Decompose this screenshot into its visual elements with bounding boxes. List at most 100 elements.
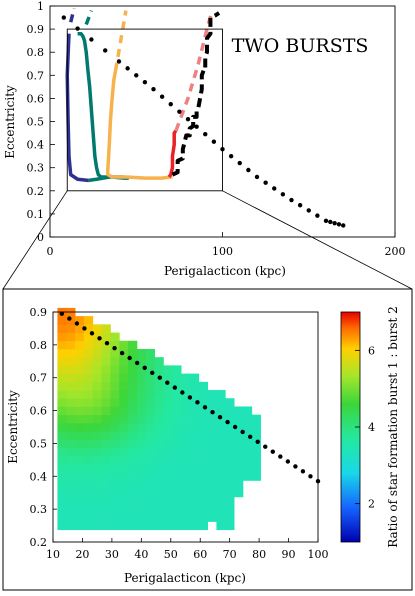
- heatmap-cell: [57, 324, 67, 333]
- heatmap-cell: [181, 521, 191, 531]
- heatmap-cell: [251, 472, 261, 481]
- heatmap-cell: [119, 439, 129, 448]
- heatmap-cell: [57, 390, 67, 399]
- heatmap-cell: [101, 488, 111, 498]
- heatmap-cell: [234, 414, 244, 424]
- top-xtick-label: 0: [47, 245, 54, 258]
- heatmap-cell: [136, 447, 147, 457]
- top-xtick-label: 100: [212, 245, 233, 258]
- heatmap-cell: [189, 455, 200, 465]
- heatmap-cell: [83, 365, 94, 375]
- top-ytick-label: 0.6: [27, 92, 45, 105]
- top-dotted-line-point: [332, 220, 337, 226]
- heatmap-cell: [92, 406, 102, 416]
- heatmap-cell: [136, 348, 147, 358]
- heatmap-cell: [75, 422, 85, 432]
- heatmap-cell: [101, 431, 111, 440]
- heatmap-cell: [198, 521, 208, 531]
- heatmap-cell: [216, 496, 226, 506]
- heatmap-cell: [66, 324, 76, 333]
- heatmap-cell: [128, 521, 138, 531]
- heatmap-cell: [128, 439, 138, 448]
- bottom-dotted-line-point: [285, 459, 291, 464]
- heatmap-cell: [145, 431, 155, 440]
- top-series-line: [106, 70, 173, 180]
- heatmap-cell: [136, 357, 147, 366]
- heatmap-cell: [234, 488, 244, 498]
- top-chart: 0 100 200 0 0.1 0.2 0.3 0.4 0.5 0.6 0.7 0.8 0.9 1 TWO…: [3, 0, 406, 278]
- heatmap-cell: [189, 447, 200, 457]
- top-title: TWO BURSTS: [232, 35, 369, 57]
- top-dotted-line-point: [280, 192, 286, 197]
- heatmap-cell: [181, 381, 191, 391]
- top-dotted-line-point: [272, 186, 277, 191]
- top-dotted-line-point: [211, 139, 217, 144]
- heatmap-cell: [92, 521, 102, 531]
- heatmap-cell: [172, 431, 182, 440]
- heatmap-cell: [163, 373, 173, 383]
- heatmap-cell: [92, 513, 102, 522]
- heatmap-cell: [119, 521, 129, 531]
- heatmap-cell: [136, 390, 147, 399]
- heatmap-cell: [110, 447, 120, 457]
- heatmap-cell: [242, 463, 253, 473]
- heatmap-cell: [119, 513, 129, 522]
- heatmap-cell: [92, 348, 102, 358]
- heatmap-cell: [172, 513, 182, 522]
- heatmap-cell: [145, 357, 155, 366]
- heatmap-cell: [154, 422, 164, 432]
- heatmap-cell: [66, 447, 76, 457]
- heatmap-cell: [189, 505, 200, 514]
- colorbar-label: Ratio of star formation burst 1 : burst …: [386, 306, 400, 548]
- heatmap-cell: [154, 480, 164, 490]
- heatmap-cell: [251, 422, 261, 432]
- top-series-line: [113, 10, 128, 71]
- top-series-line: [167, 129, 178, 178]
- heatmap-cell: [163, 463, 173, 473]
- heatmap-cell: [83, 340, 94, 350]
- heatmap-cell: [92, 455, 102, 465]
- bottom-xtick-label: 90: [282, 548, 296, 561]
- heatmap-cell: [57, 447, 67, 457]
- heatmap-cell: [66, 340, 76, 350]
- heatmap-cell: [110, 480, 120, 490]
- heatmap-cell: [145, 398, 155, 407]
- heatmap-cell: [92, 414, 102, 424]
- heatmap-cell: [154, 472, 164, 481]
- heatmap-cell: [128, 406, 138, 416]
- bottom-dotted-line-point: [119, 350, 125, 356]
- top-dotted-line-point: [323, 218, 329, 224]
- heatmap-cell: [110, 472, 120, 481]
- heatmap-cell: [75, 488, 85, 498]
- heatmap-cell: [92, 505, 102, 514]
- heatmap-cell: [163, 513, 173, 522]
- heatmap-cell: [119, 365, 129, 375]
- heatmap-cell: [172, 488, 182, 498]
- heatmap-cell: [181, 390, 191, 399]
- heatmap-cell: [110, 348, 120, 358]
- bottom-dotted-line-point: [142, 365, 147, 371]
- heatmap-cell: [198, 414, 208, 424]
- heatmap-cell: [154, 488, 164, 498]
- zoom-connector-right: [222, 190, 413, 290]
- heatmap-cell: [145, 513, 155, 522]
- top-ytick-label: 0.8: [27, 46, 45, 59]
- top-ytick-label: 0.5: [27, 116, 45, 129]
- heatmap-cell: [181, 472, 191, 481]
- bottom-ytick-label: 0.7: [30, 372, 48, 385]
- heatmap-cell: [163, 472, 173, 481]
- top-dotted-line-point: [75, 26, 80, 31]
- heatmap-cell: [198, 431, 208, 440]
- heatmap-cell: [83, 324, 94, 333]
- heatmap-cell: [242, 439, 253, 448]
- heatmap-cell: [154, 414, 164, 424]
- heatmap-cell: [189, 472, 200, 481]
- heatmap-cell: [119, 480, 129, 490]
- heatmap-cell: [75, 365, 85, 375]
- heatmap-cell: [57, 455, 67, 465]
- heatmap-cell: [119, 496, 129, 506]
- heatmap-cell: [66, 439, 76, 448]
- heatmap-cell: [110, 513, 120, 522]
- heatmap-cell: [119, 390, 129, 399]
